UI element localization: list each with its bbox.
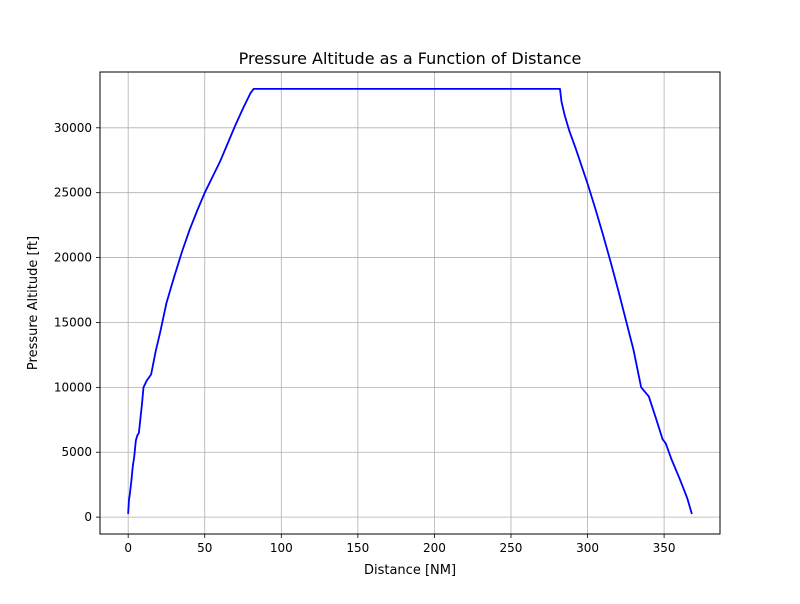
x-tick-label: 250: [500, 541, 523, 555]
y-axis-ticks: 0 5000 10000 15000 20000 25000 30000: [54, 121, 100, 524]
y-tick-label: 0: [84, 510, 92, 524]
y-tick-label: 30000: [54, 121, 92, 135]
y-axis-label: Pressure Altitude [ft]: [26, 236, 41, 370]
y-tick-label: 20000: [54, 251, 92, 265]
y-tick-label: 5000: [61, 445, 92, 459]
x-tick-label: 150: [346, 541, 369, 555]
x-tick-label: 0: [124, 541, 132, 555]
x-tick-label: 200: [423, 541, 446, 555]
x-axis-ticks: 0 50 100 150 200 250 300 350: [124, 534, 676, 555]
series-layer: [127, 87, 693, 515]
x-tick-label: 350: [653, 541, 676, 555]
y-tick-label: 25000: [54, 186, 92, 200]
y-tick-label: 10000: [54, 380, 92, 394]
x-tick-label: 100: [270, 541, 293, 555]
plot-frame: [99, 71, 721, 535]
chart-title: Pressure Altitude as a Function of Dista…: [239, 49, 582, 68]
x-axis-label: Distance [NM]: [364, 563, 456, 578]
y-tick-label: 15000: [54, 315, 92, 329]
x-tick-label: 50: [197, 541, 212, 555]
x-tick-label: 300: [576, 541, 599, 555]
grid: [100, 72, 720, 534]
altitude-series-line: [127, 87, 693, 515]
